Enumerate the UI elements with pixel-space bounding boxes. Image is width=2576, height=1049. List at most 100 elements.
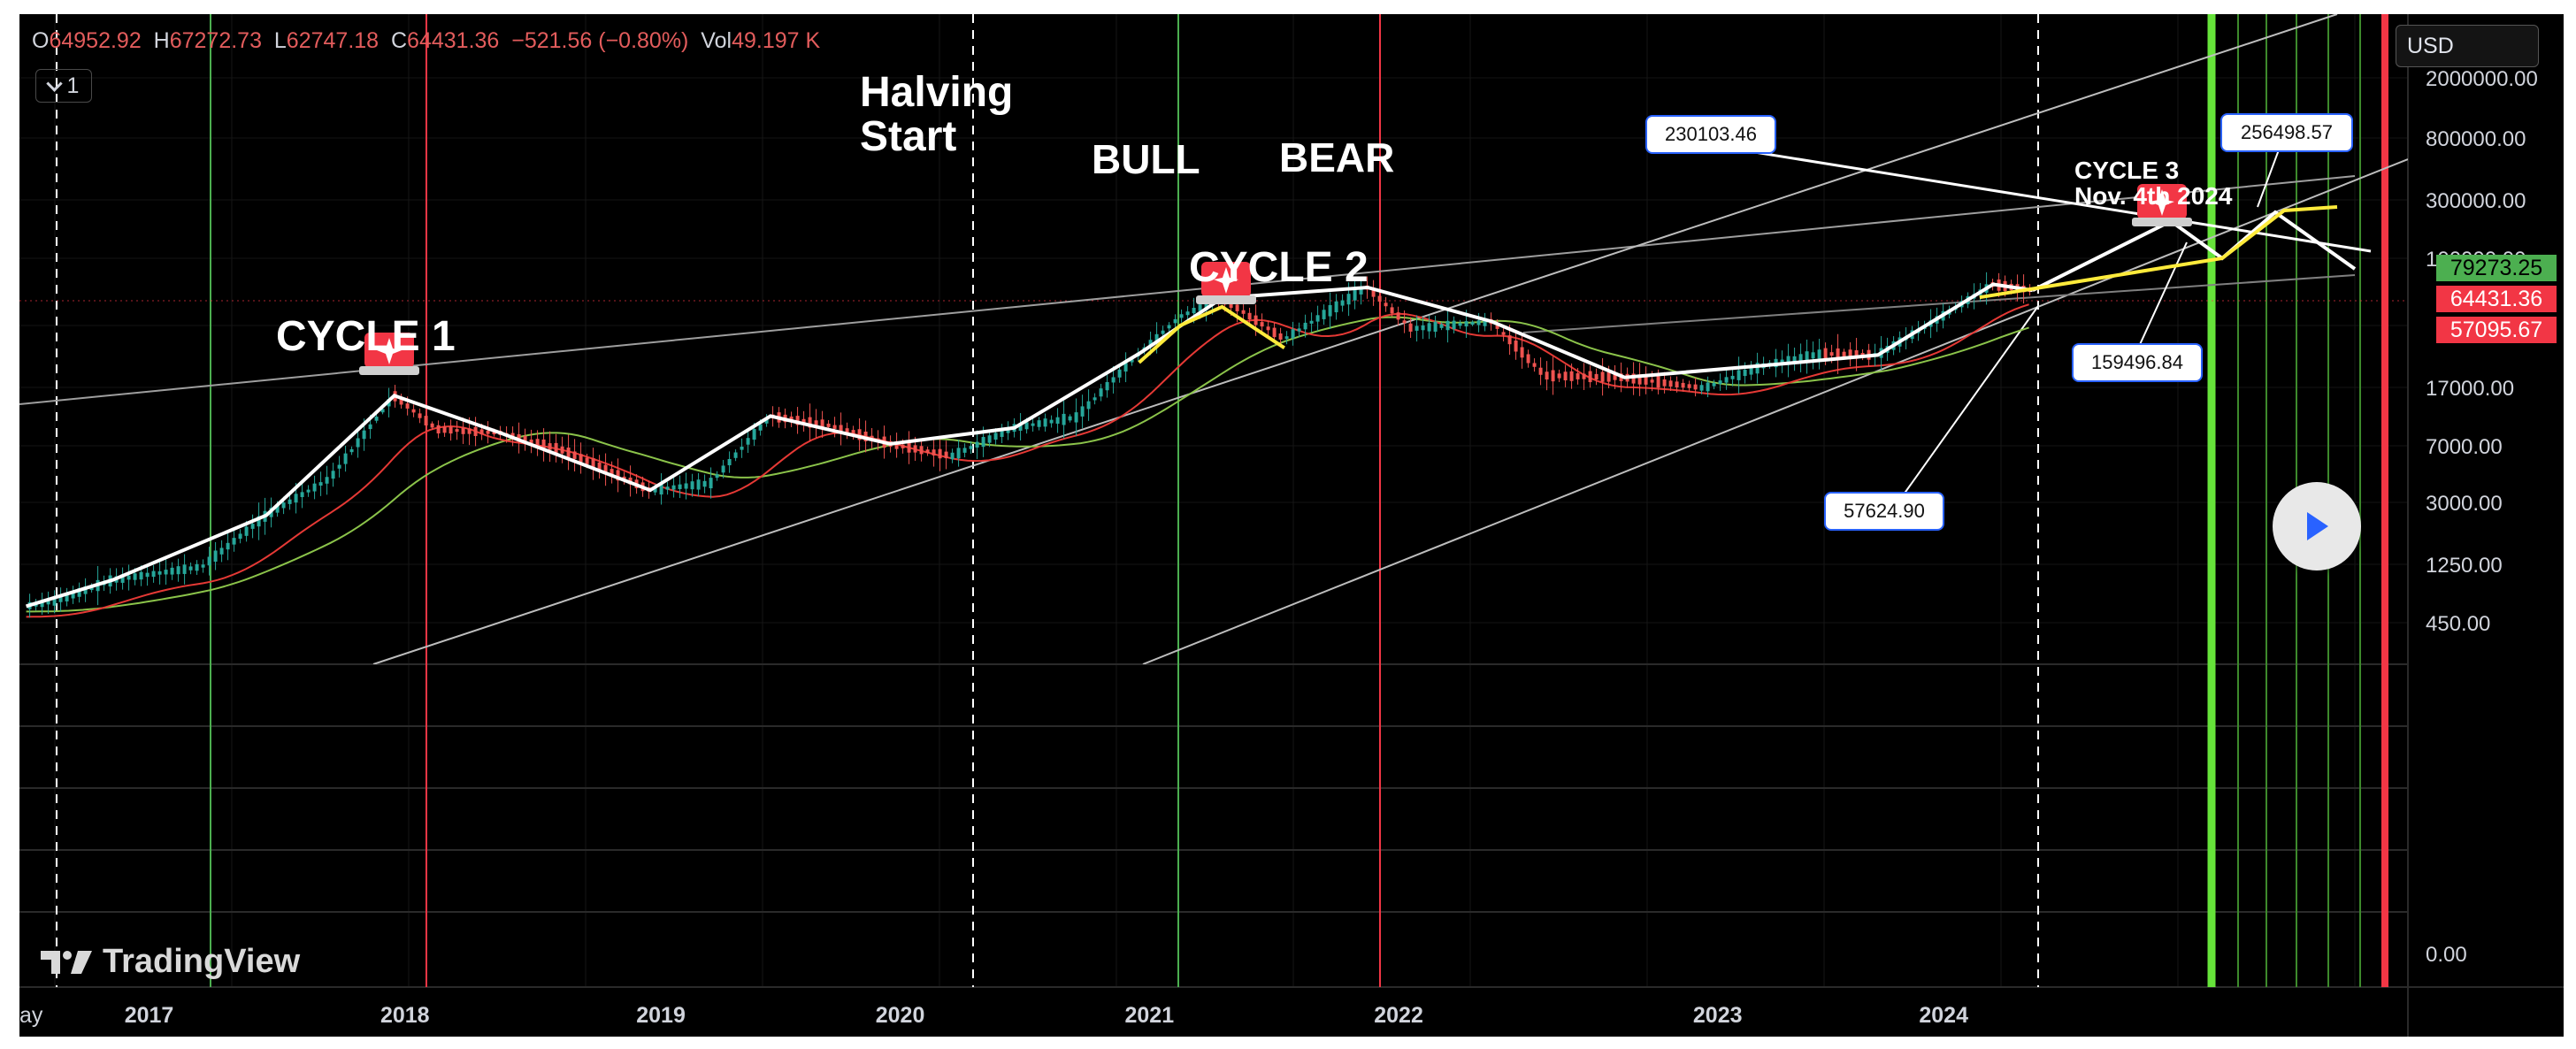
candle-body bbox=[1086, 401, 1091, 410]
candle-body bbox=[1452, 320, 1456, 330]
candle-body bbox=[1743, 370, 1747, 377]
candle-body bbox=[517, 433, 521, 442]
candle-body bbox=[566, 448, 571, 457]
candle-body bbox=[597, 462, 602, 471]
candle-body bbox=[40, 600, 44, 608]
low-value: 62747.18 bbox=[286, 28, 380, 53]
candle-body bbox=[1006, 428, 1010, 433]
candle-body bbox=[1117, 369, 1122, 378]
cycle-2-label: CYCLE 2 bbox=[1189, 244, 1368, 291]
candle-body bbox=[845, 428, 849, 433]
chevron-down-icon bbox=[45, 74, 63, 92]
candle-body bbox=[1613, 374, 1617, 380]
candle-body bbox=[1780, 359, 1784, 364]
candle-body bbox=[1031, 423, 1035, 426]
candle-body bbox=[1724, 377, 1729, 383]
candle-body bbox=[523, 435, 527, 444]
cycle-marker-star bbox=[2150, 189, 2174, 216]
candle-body bbox=[1464, 321, 1468, 327]
candle-body bbox=[288, 499, 292, 504]
candle-body bbox=[207, 556, 211, 566]
candle-body bbox=[380, 409, 385, 413]
y-tick-label: 7000.00 bbox=[2426, 435, 2503, 459]
close-label: C bbox=[390, 28, 408, 53]
chart-frame: 2000000.00800000.00300000.00100000.00170… bbox=[19, 14, 2564, 1037]
candle-body bbox=[331, 471, 335, 479]
candle-body bbox=[1439, 324, 1444, 328]
candle-body bbox=[690, 481, 694, 490]
y-tick-label: 2000000.00 bbox=[2426, 67, 2538, 91]
cycle-3-line2: Nov. 4th 2024 bbox=[2074, 182, 2233, 211]
candle-body bbox=[944, 451, 948, 459]
candle-body bbox=[1662, 379, 1667, 387]
projection-yellow bbox=[1979, 205, 2338, 300]
candle-body bbox=[659, 483, 663, 495]
candle-body bbox=[71, 591, 75, 599]
candle-body bbox=[758, 424, 763, 431]
candle-body bbox=[337, 464, 341, 469]
candle-body bbox=[653, 486, 657, 493]
x-tick-label: 2022 bbox=[1374, 1003, 1423, 1028]
candle-body bbox=[1569, 371, 1574, 381]
candle-body bbox=[1024, 422, 1029, 430]
candle-body bbox=[981, 437, 985, 448]
candle-body bbox=[709, 478, 713, 489]
candle-body bbox=[1656, 376, 1660, 388]
interval-toggle-button[interactable]: 1 bbox=[35, 69, 92, 103]
candle-body bbox=[1396, 312, 1400, 320]
candle-body bbox=[213, 550, 218, 563]
tradingview-logo: TradingView bbox=[39, 943, 300, 981]
replay-play-button[interactable] bbox=[2273, 482, 2361, 570]
candle-body bbox=[1377, 295, 1382, 302]
price-tag-green: 79273.25 bbox=[2436, 255, 2557, 281]
candle-body bbox=[1123, 363, 1128, 372]
candle-body bbox=[1811, 352, 1815, 359]
candle-body bbox=[1582, 373, 1586, 379]
candle-body bbox=[901, 444, 905, 448]
halving-label-line1: Halving bbox=[860, 69, 1014, 116]
candle-body bbox=[1520, 347, 1524, 358]
candle-body bbox=[820, 419, 824, 430]
callout-57624[interactable]: 57624.90 bbox=[1824, 492, 1944, 531]
candle-body bbox=[1644, 376, 1648, 385]
x-tick-label: 2019 bbox=[636, 1003, 686, 1028]
candle-body bbox=[956, 448, 961, 459]
callout-leader bbox=[2136, 241, 2188, 351]
candle-body bbox=[1173, 318, 1177, 324]
x-tick-label: 2017 bbox=[125, 1003, 174, 1028]
candle-body bbox=[1563, 371, 1568, 381]
candle-body bbox=[1161, 330, 1165, 334]
callout-230103[interactable]: 230103.46 bbox=[1645, 115, 1776, 154]
bull-label: BULL bbox=[1092, 136, 1200, 182]
candle-body bbox=[925, 449, 930, 454]
callout-256498[interactable]: 256498.57 bbox=[2220, 113, 2353, 152]
candle-body bbox=[430, 423, 434, 428]
candle-body bbox=[529, 439, 533, 444]
candle-body bbox=[1854, 350, 1859, 359]
candle-body bbox=[969, 446, 973, 449]
candle-body bbox=[727, 459, 732, 466]
candle-body bbox=[808, 417, 812, 428]
candle-body bbox=[1514, 341, 1518, 352]
currency-selector[interactable]: USD bbox=[2396, 25, 2539, 67]
candle-body bbox=[195, 563, 199, 571]
candle-body bbox=[1693, 384, 1698, 390]
cycle-3-line1: CYCLE 3 bbox=[2074, 157, 2180, 184]
candle-body bbox=[1185, 311, 1190, 316]
interval-value: 1 bbox=[66, 73, 80, 98]
volume-value: 49.197 K bbox=[732, 28, 821, 53]
candle-body bbox=[603, 464, 608, 475]
candle-body bbox=[535, 439, 540, 448]
candle-body bbox=[442, 426, 447, 433]
candle-body bbox=[554, 442, 558, 454]
candle-body bbox=[541, 439, 546, 450]
x-tick-label: ay bbox=[19, 1003, 43, 1028]
candle-body bbox=[1068, 416, 1072, 421]
candle-body bbox=[448, 426, 453, 434]
chart-canvas[interactable]: 2000000.00800000.00300000.00100000.00170… bbox=[19, 14, 2564, 1037]
candle-body bbox=[1495, 325, 1499, 329]
candle-body bbox=[226, 542, 230, 550]
candle-body bbox=[1798, 354, 1803, 363]
x-tick-label: 2018 bbox=[380, 1003, 430, 1028]
callout-159496[interactable]: 159496.84 bbox=[2072, 343, 2203, 382]
